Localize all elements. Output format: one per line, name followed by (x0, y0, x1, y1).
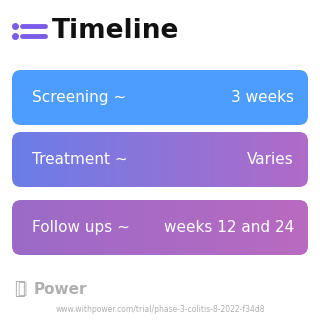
Text: weeks 12 and 24: weeks 12 and 24 (164, 220, 294, 235)
Text: 3 weeks: 3 weeks (231, 90, 294, 105)
Text: ⏵: ⏵ (14, 280, 25, 298)
Text: Varies: Varies (247, 152, 294, 167)
Text: Treatment ~: Treatment ~ (32, 152, 128, 167)
Text: Screening ~: Screening ~ (32, 90, 126, 105)
Text: www.withpower.com/trial/phase-3-colitis-8-2022-f34d8: www.withpower.com/trial/phase-3-colitis-… (55, 304, 265, 314)
Text: Timeline: Timeline (52, 18, 180, 44)
Text: Follow ups ~: Follow ups ~ (32, 220, 130, 235)
Text: Power: Power (34, 282, 87, 297)
Text: ␧: ␧ (17, 282, 26, 297)
